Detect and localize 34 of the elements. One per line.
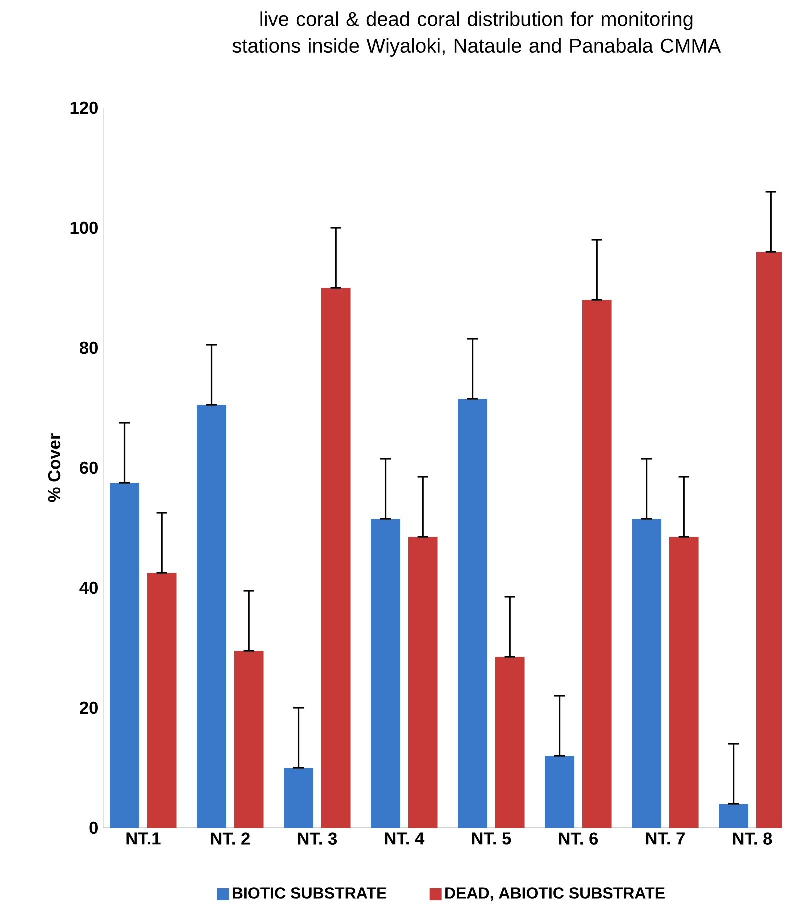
bar (669, 536, 699, 828)
x-tick-label: NT. 6 (559, 832, 598, 845)
x-tick-label: NT. 7 (646, 832, 685, 845)
bar (458, 398, 488, 828)
y-tick-label: 120 (70, 102, 98, 114)
bar (284, 768, 314, 828)
bar (495, 656, 525, 828)
y-tick-label: 100 (70, 222, 98, 234)
x-tick-label: NT. 5 (472, 832, 512, 845)
bar (632, 518, 662, 828)
bar (544, 756, 574, 828)
x-tick-label: NT. 2 (211, 832, 250, 845)
legend-label: DEAD, ABIOTIC SUBSTRATE (445, 888, 665, 902)
chart-title: live coral & dead coral distribution for monitoring stations inside Wiyaloki, Nataule and Panabala CMMA (232, 12, 721, 57)
x-tick-label: NT. 8 (733, 832, 772, 845)
y-tick-label: 0 (90, 822, 98, 834)
x-tick-label: NT. 4 (385, 832, 424, 845)
bar (147, 572, 177, 828)
y-axis-title: % Cover (48, 434, 60, 502)
y-tick-label: 80 (80, 342, 98, 354)
x-tick-label: NT.1 (126, 832, 161, 845)
legend-label: BIOTIC SUBSTRATE (232, 888, 386, 899)
y-tick-label: 20 (80, 702, 98, 714)
bar (196, 405, 226, 828)
bar (234, 650, 264, 828)
bar (718, 804, 748, 828)
bar (370, 518, 400, 828)
y-tick-label: 60 (80, 462, 98, 474)
x-tick-label: NT. 3 (298, 832, 337, 845)
bar (408, 536, 438, 828)
bar (110, 482, 140, 828)
bar (582, 300, 612, 828)
y-tick-label: 40 (80, 582, 98, 594)
bar (321, 288, 351, 828)
